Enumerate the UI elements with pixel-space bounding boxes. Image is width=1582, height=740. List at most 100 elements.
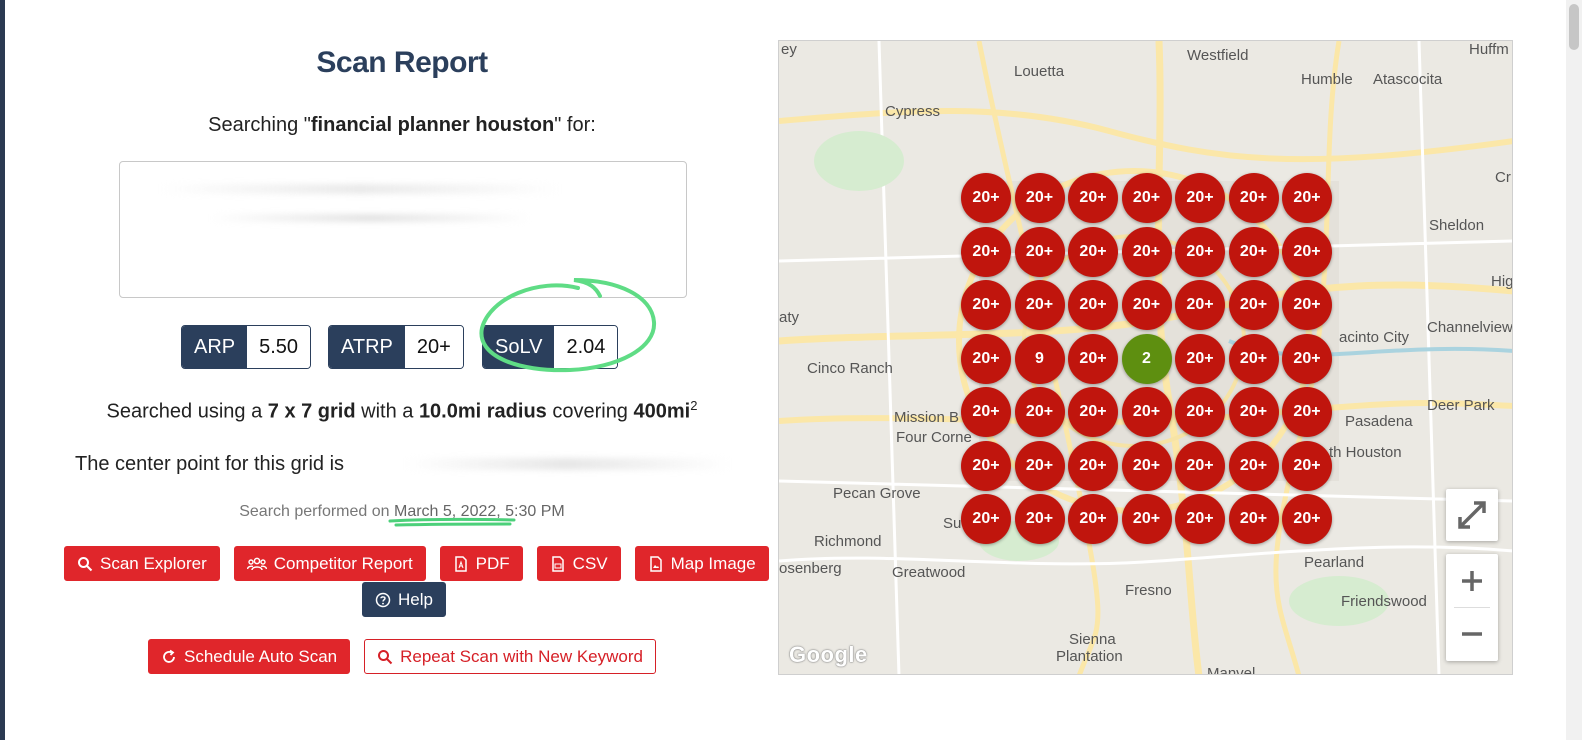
grid-mid2: covering xyxy=(546,400,634,423)
pdf-button[interactable]: PDF xyxy=(439,546,523,581)
rank-pin[interactable]: 20+ xyxy=(1068,494,1118,544)
map-label-sienna: Sienna xyxy=(1069,631,1116,648)
rank-pin[interactable]: 20+ xyxy=(1068,333,1118,384)
rank-pin[interactable]: 20+ xyxy=(1175,333,1225,384)
rank-pin[interactable]: 20+ xyxy=(1228,280,1279,330)
rank-pin[interactable]: 20+ xyxy=(1175,173,1225,223)
rank-pin[interactable]: 20+ xyxy=(1228,494,1279,544)
rank-pin[interactable]: 20+ xyxy=(961,494,1011,544)
rank-pin[interactable]: 20+ xyxy=(1068,387,1118,437)
rank-pin[interactable]: 20+ xyxy=(1068,226,1118,277)
rank-pin[interactable]: 20+ xyxy=(961,226,1011,277)
window-left-edge xyxy=(0,0,5,740)
performed-date: March 5, 2022, 5:30 PM xyxy=(393,503,565,520)
rank-pin[interactable]: 20+ xyxy=(1282,226,1332,277)
rank-pin[interactable]: 20+ xyxy=(1282,440,1332,491)
map-label-mission-b: Mission B xyxy=(894,409,960,426)
rank-pin[interactable]: 20+ xyxy=(961,440,1011,491)
help-button[interactable]: Help xyxy=(362,582,446,617)
rank-pin[interactable]: 20+ xyxy=(1282,280,1332,330)
map-label-fresno: Fresno xyxy=(1125,582,1172,599)
rank-pin[interactable]: 20+ xyxy=(1228,173,1279,223)
scan-explorer-button[interactable]: Scan Explorer xyxy=(64,546,220,581)
rank-pin[interactable]: 20+ xyxy=(961,333,1011,384)
rank-pin[interactable]: 20+ xyxy=(1121,226,1172,277)
rank-pin[interactable]: 20+ xyxy=(1014,226,1065,277)
metric-atrp-value: 20+ xyxy=(404,326,463,368)
rank-pin[interactable]: 20+ xyxy=(1121,173,1172,223)
rank-pin[interactable]: 20+ xyxy=(961,280,1011,330)
rank-pin[interactable]: 20+ xyxy=(1175,387,1225,437)
metric-arp-label: ARP xyxy=(182,326,248,368)
rank-pin[interactable]: 2 xyxy=(1121,333,1172,384)
rank-pin[interactable]: 20+ xyxy=(1121,494,1172,544)
rank-pin[interactable]: 20+ xyxy=(1175,280,1225,330)
map-image-button[interactable]: Map Image xyxy=(634,546,769,581)
rank-pin[interactable]: 20+ xyxy=(1282,333,1332,384)
rank-pin[interactable]: 20+ xyxy=(1014,173,1065,223)
zoom-out-button[interactable] xyxy=(1446,608,1498,661)
fullscreen-button[interactable] xyxy=(1446,489,1498,541)
rank-pin[interactable]: 20+ xyxy=(1068,280,1118,330)
rank-pin[interactable]: 20+ xyxy=(1282,173,1332,223)
rank-pin[interactable]: 20+ xyxy=(1121,440,1172,491)
map-label-channelview: Channelview xyxy=(1427,319,1513,336)
grid-area: 400mi xyxy=(633,400,691,423)
map-label-aty: aty xyxy=(779,309,800,326)
center-point-redacted xyxy=(405,458,730,470)
rank-pin[interactable]: 20+ xyxy=(1228,226,1279,277)
scrollbar-thumb[interactable] xyxy=(1569,4,1579,50)
rank-pin[interactable]: 20+ xyxy=(1175,226,1225,277)
pdf-label: PDF xyxy=(475,553,510,573)
map-label-atascocita: Atascocita xyxy=(1373,71,1443,88)
rank-pin[interactable]: 20+ xyxy=(1228,387,1279,437)
business-info-box-redacted xyxy=(119,161,687,298)
zoom-in-button[interactable] xyxy=(1446,554,1498,607)
rank-pin[interactable]: 20+ xyxy=(961,387,1011,437)
search-keyword-line: Searching "financial planner houston" fo… xyxy=(0,114,804,137)
map-label-cypress: Cypress xyxy=(885,103,941,120)
rank-pin[interactable]: 20+ xyxy=(1282,494,1332,544)
map-label-th-houston: th Houston xyxy=(1329,444,1402,461)
metric-solv-label: SoLV xyxy=(483,326,555,368)
map-label-cinco-ranch: Cinco Ranch xyxy=(807,360,893,377)
rank-pin[interactable]: 20+ xyxy=(1014,494,1065,544)
map-label-su: Su xyxy=(943,515,962,532)
zoom-control xyxy=(1446,554,1498,661)
searching-prefix: Searching " xyxy=(208,114,311,136)
rank-pin[interactable]: 20+ xyxy=(1228,440,1279,491)
grid-mid1: with a xyxy=(355,400,419,423)
grid-radius: 10.0mi radius xyxy=(418,400,547,423)
rank-pin[interactable]: 20+ xyxy=(1121,387,1172,437)
rank-pin[interactable]: 20+ xyxy=(1014,387,1065,437)
competitor-report-button[interactable]: Competitor Report xyxy=(233,546,426,581)
help-button-row: Help xyxy=(362,582,446,617)
metric-arp-value: 5.50 xyxy=(247,326,311,368)
rank-pin[interactable]: 20+ xyxy=(1175,494,1225,544)
rank-pin[interactable]: 20+ xyxy=(1175,440,1225,491)
schedule-auto-scan-button[interactable]: Schedule Auto Scan xyxy=(148,639,351,674)
rank-grid-map[interactable]: ey Westfield Huffm Louetta Humble Atasco… xyxy=(778,40,1513,675)
rank-pin[interactable]: 20+ xyxy=(1121,280,1172,330)
rank-pin[interactable]: 20+ xyxy=(1014,280,1065,330)
page-scrollbar[interactable] xyxy=(1566,0,1582,740)
search-performed-line: Search performed on March 5, 2022, 5:30 … xyxy=(0,503,804,521)
metric-solv: SoLV 2.04 xyxy=(482,325,619,369)
center-point-label: The center point for this grid is xyxy=(75,453,345,475)
rank-pin[interactable]: 20+ xyxy=(961,173,1011,223)
help-label: Help xyxy=(398,589,433,609)
competitor-report-label: Competitor Report xyxy=(273,553,413,573)
rank-pin[interactable]: 20+ xyxy=(1068,440,1118,491)
rank-pin[interactable]: 20+ xyxy=(1068,173,1118,223)
rank-pin[interactable]: 9 xyxy=(1014,333,1065,384)
repeat-scan-button[interactable]: Repeat Scan with New Keyword xyxy=(364,639,656,674)
search-keyword: financial planner houston xyxy=(310,114,555,136)
map-label-friendswood: Friendswood xyxy=(1341,593,1427,610)
rank-pin[interactable]: 20+ xyxy=(1282,387,1332,437)
map-label-manvel: Manvel xyxy=(1207,665,1256,675)
rank-pin[interactable]: 20+ xyxy=(1014,440,1065,491)
map-label-hig: Hig xyxy=(1491,273,1513,290)
csv-button[interactable]: CSV xyxy=(536,546,621,581)
map-label-rosenberg: osenberg xyxy=(779,560,842,577)
rank-pin[interactable]: 20+ xyxy=(1228,333,1279,384)
